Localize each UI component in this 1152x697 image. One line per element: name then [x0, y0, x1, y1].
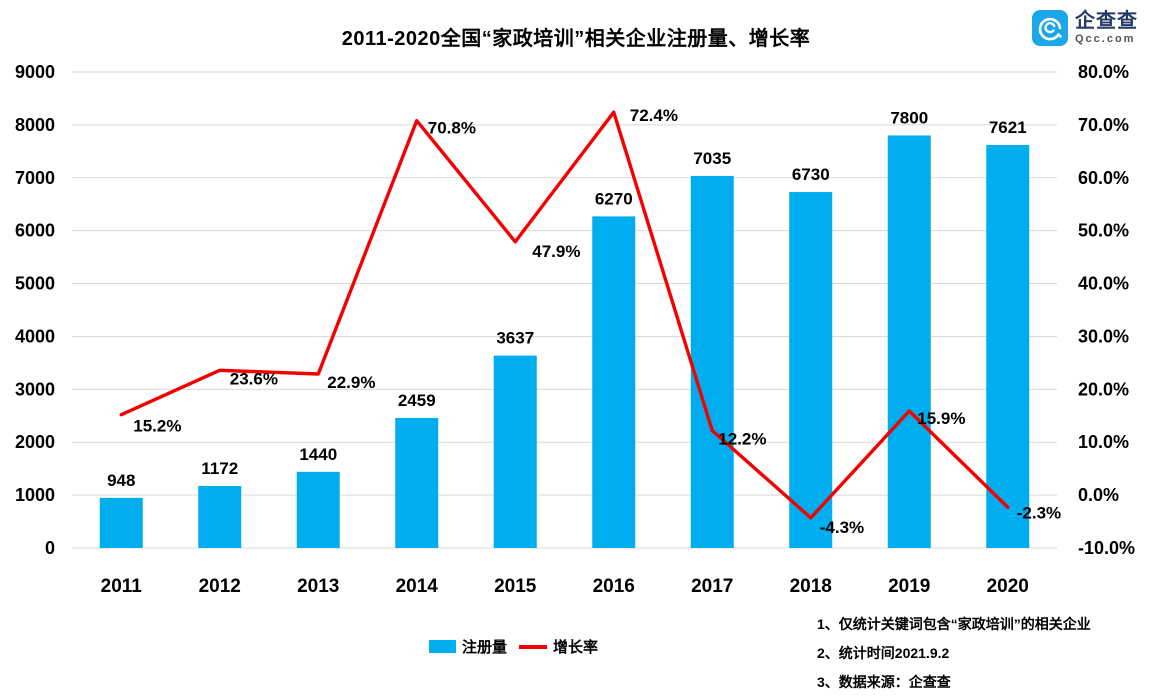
growth-rate-label: 15.2% — [133, 417, 181, 436]
x-axis-label-2013: 2013 — [297, 576, 339, 597]
legend-label-registrations: 注册量 — [462, 639, 508, 656]
x-axis-label-2020: 2020 — [987, 576, 1029, 597]
growth-rate-label: 72.4% — [630, 106, 678, 125]
qcc-logo-icon — [1032, 10, 1068, 46]
bar-value-label: 2459 — [398, 391, 436, 410]
legend-label-growth-rate: 增长率 — [553, 639, 599, 656]
x-axis-label-2018: 2018 — [790, 576, 832, 597]
growth-rate-label: 23.6% — [230, 369, 278, 388]
bar-2014 — [395, 417, 439, 548]
right-axis-tick: 10.0% — [1078, 432, 1129, 452]
growth-rate-label: 15.9% — [917, 409, 965, 428]
footnote-2: 2、统计时间2021.9.2 — [817, 645, 950, 661]
bar-2012 — [198, 486, 242, 548]
footnote-1: 1、仅统计关键词包含“家政培训”的相关企业 — [817, 616, 1091, 632]
growth-rate-label: 22.9% — [327, 373, 375, 392]
bar-2013 — [296, 471, 340, 548]
right-axis-tick: -10.0% — [1078, 538, 1135, 558]
bar-value-label: 948 — [107, 471, 135, 490]
left-axis-tick: 2000 — [15, 432, 55, 452]
chart-title: 2011-2020全国“家政培训”相关企业注册量、增长率 — [341, 28, 811, 50]
bar-value-label: 3637 — [496, 329, 534, 348]
x-axis-label-2016: 2016 — [593, 576, 635, 597]
right-axis-tick: 70.0% — [1078, 115, 1129, 135]
bar-value-label: 1440 — [299, 445, 337, 464]
right-axis-tick: 0.0% — [1078, 485, 1119, 505]
footnotes: 1、仅统计关键词包含“家政培训”的相关企业 2、统计时间2021.9.2 3、数… — [817, 610, 1152, 697]
line-series-swatch — [519, 644, 548, 649]
bar-value-label: 6730 — [792, 165, 830, 184]
left-axis-tick: 4000 — [15, 326, 55, 346]
right-axis-tick: 80.0% — [1078, 62, 1129, 82]
right-axis-tick: 40.0% — [1078, 274, 1129, 294]
growth-rate-label: 47.9% — [532, 242, 580, 261]
legend-item-growth-rate: 增长率 — [519, 636, 598, 657]
legend-item-registrations: 注册量 — [429, 636, 507, 657]
left-axis-tick: 7000 — [15, 168, 55, 188]
bar-value-label: 6270 — [595, 189, 633, 208]
left-axis-tick: 3000 — [15, 379, 55, 399]
qcc-logo: 企查查 Qcc.com — [1032, 10, 1138, 46]
right-axis-tick: 20.0% — [1078, 379, 1129, 399]
left-axis-tick: 0 — [45, 538, 55, 558]
left-axis-tick: 9000 — [15, 62, 55, 82]
x-axis-label-2012: 2012 — [199, 576, 241, 597]
left-axis-tick: 5000 — [15, 274, 55, 294]
qcc-logo-domain: Qcc.com — [1075, 33, 1136, 45]
bar-series-swatch — [429, 640, 456, 653]
right-axis-tick: 60.0% — [1078, 168, 1129, 188]
growth-rate-label: -2.3% — [1017, 503, 1061, 522]
growth-rate-line — [119, 110, 1010, 520]
x-axis-label-2017: 2017 — [691, 576, 733, 597]
bar-2015 — [493, 355, 537, 548]
bar-2020 — [986, 144, 1030, 548]
bar-value-label: 7800 — [890, 108, 928, 127]
growth-rate-label: -4.3% — [820, 518, 864, 537]
bar-2018 — [789, 192, 833, 548]
qcc-logo-name: 企查查 — [1075, 10, 1138, 32]
growth-rate-label: 70.8% — [428, 119, 476, 138]
chart-legend: 注册量 增长率 — [429, 636, 598, 657]
bar-2011 — [99, 497, 143, 548]
x-axis-label-2014: 2014 — [396, 576, 439, 597]
x-axis-label-2015: 2015 — [494, 576, 537, 597]
x-axis-label-2011: 2011 — [101, 576, 143, 597]
bar-2019 — [887, 135, 931, 548]
bar-value-label: 1172 — [201, 459, 238, 478]
left-axis-tick: 6000 — [15, 221, 55, 241]
bar-2017 — [690, 175, 734, 548]
right-axis-tick: 30.0% — [1078, 326, 1129, 346]
bar-2016 — [592, 216, 636, 549]
right-axis-tick: 50.0% — [1078, 221, 1129, 241]
left-axis-tick: 8000 — [15, 115, 55, 135]
left-axis-tick: 1000 — [15, 485, 55, 505]
x-axis-label-2019: 2019 — [888, 576, 930, 597]
growth-rate-label: 12.2% — [718, 430, 766, 449]
bar-value-label: 7035 — [693, 149, 731, 168]
bar-value-label: 7621 — [989, 118, 1027, 137]
footnote-3: 3、数据来源：企查查 — [817, 674, 951, 690]
